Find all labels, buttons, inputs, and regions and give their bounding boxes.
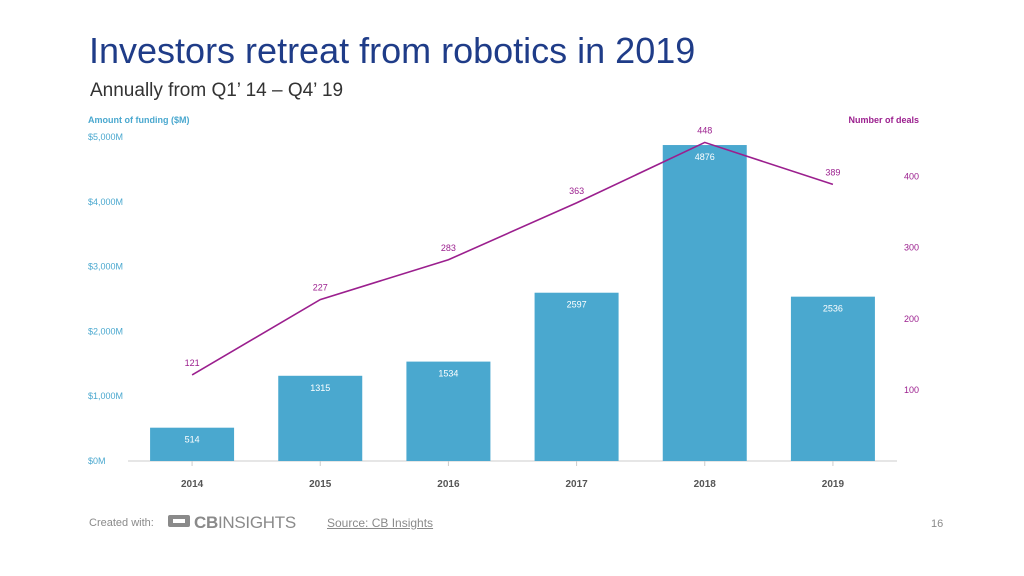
bar-data-label: 2597 bbox=[567, 300, 587, 310]
line-data-label: 283 bbox=[441, 243, 456, 253]
x-tick-label: 2017 bbox=[565, 479, 588, 490]
line-data-label: 389 bbox=[825, 167, 840, 177]
cb-insights-logo-text: CBINSIGHTS bbox=[194, 513, 296, 532]
x-tick-label: 2016 bbox=[437, 479, 460, 490]
page-title: Investors retreat from robotics in 2019 bbox=[89, 30, 696, 71]
bar-data-label: 1534 bbox=[438, 369, 458, 379]
created-with-label: Created with: bbox=[89, 517, 154, 529]
y-axis-left-label: Amount of funding ($M) bbox=[88, 115, 189, 125]
y-tick-right: 200 bbox=[904, 314, 919, 324]
y-tick-left: $0M bbox=[88, 456, 106, 466]
bar bbox=[406, 361, 491, 461]
y-tick-left: $5,000M bbox=[88, 132, 123, 142]
page-subtitle: Annually from Q1’ 14 – Q4’ 19 bbox=[90, 80, 344, 101]
source-link[interactable]: Source: CB Insights bbox=[327, 516, 434, 530]
bar bbox=[534, 292, 619, 461]
y-tick-left: $4,000M bbox=[88, 197, 123, 207]
y-tick-right: 100 bbox=[904, 385, 919, 395]
line-data-label: 121 bbox=[185, 358, 200, 368]
bar bbox=[662, 145, 747, 461]
bar-data-label: 4876 bbox=[695, 152, 715, 162]
y-tick-right: 300 bbox=[904, 243, 919, 253]
bar-data-label: 1315 bbox=[310, 383, 330, 393]
x-tick-label: 2015 bbox=[309, 479, 332, 490]
x-tick-label: 2019 bbox=[822, 479, 845, 490]
bar bbox=[150, 427, 235, 461]
x-tick-label: 2014 bbox=[181, 479, 204, 490]
bar bbox=[790, 296, 875, 461]
y-axis-right-label: Number of deals bbox=[848, 115, 919, 125]
line-data-label: 363 bbox=[569, 186, 584, 196]
y-tick-left: $1,000M bbox=[88, 391, 123, 401]
line-data-label: 227 bbox=[313, 283, 328, 293]
bar bbox=[278, 375, 363, 461]
y-tick-right: 400 bbox=[904, 172, 919, 182]
x-tick-label: 2018 bbox=[694, 479, 717, 490]
cb-insights-logo: CBINSIGHTS bbox=[168, 512, 296, 534]
deals-line bbox=[191, 141, 834, 376]
y-tick-left: $3,000M bbox=[88, 262, 123, 272]
bar-data-label: 2536 bbox=[823, 304, 843, 314]
line-data-label: 448 bbox=[697, 125, 712, 135]
y-tick-left: $2,000M bbox=[88, 326, 123, 336]
bar-data-label: 514 bbox=[185, 435, 200, 445]
cb-insights-logo-icon bbox=[168, 513, 190, 534]
page-number: 16 bbox=[931, 518, 944, 530]
